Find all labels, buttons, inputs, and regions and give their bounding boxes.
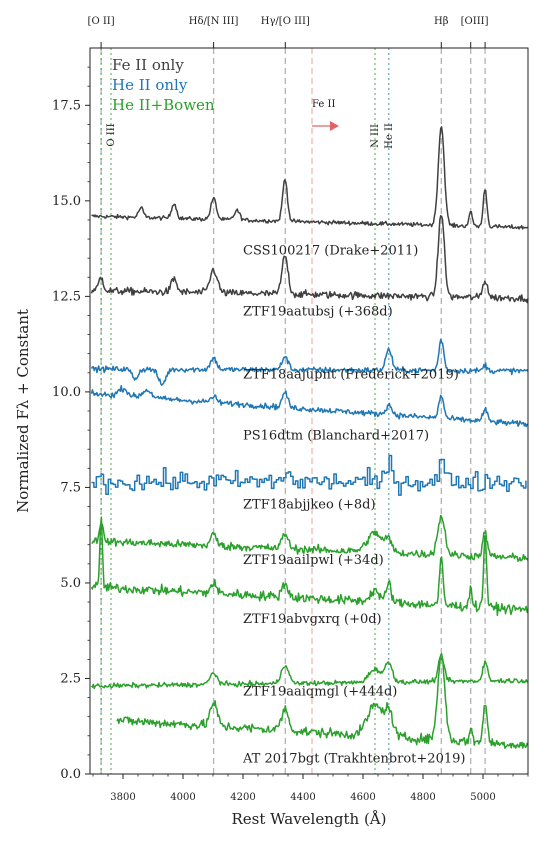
top-line-label: Hβ xyxy=(434,16,449,27)
top-line-label: Hδ/[N III] xyxy=(189,16,239,27)
legend-entry: He II+Bowen xyxy=(112,96,215,114)
y-tick-label: 12.5 xyxy=(52,289,81,304)
emission-line-markers xyxy=(100,48,486,774)
spectrum-line xyxy=(91,454,527,496)
spectrum-label: CSS100217 (Drake+2011) xyxy=(243,243,418,258)
top-line-label: [OIII] xyxy=(461,16,489,27)
spectrum-label: ZTF19aatubsj (+368d) xyxy=(243,304,393,319)
chart-axes: 0.0 2.5 5.0 7.5 10.0 12.5 15.0 17.5 3800 4000 4200… xyxy=(52,16,529,803)
top-line-label: [O II] xyxy=(88,16,115,27)
spectrum-label: ZTF19aaiqmgl (+444d) xyxy=(243,685,397,700)
y-axis-label: Normalized Fλ + Constant xyxy=(14,309,32,513)
spectrum-label: ZTF18abjjkeo (+8d) xyxy=(243,497,376,512)
line-annotations: O III N III He II Fe II xyxy=(106,99,395,149)
legend-entry: Fe II only xyxy=(112,56,184,74)
fe-ii-arrow-head xyxy=(330,121,339,131)
legend-entry: He II only xyxy=(112,76,188,94)
x-tick-label: 4200 xyxy=(230,792,255,803)
spectrum-label: PS16dtm (Blanchard+2017) xyxy=(243,429,429,444)
x-tick-label: 4400 xyxy=(290,792,315,803)
x-tick-label: 4000 xyxy=(170,792,195,803)
top-line-label: Hγ/[O III] xyxy=(261,16,310,27)
line-annotation: N III xyxy=(370,124,381,148)
x-tick-label: 4600 xyxy=(350,792,375,803)
line-annotation: He II xyxy=(384,123,395,149)
spectra-series xyxy=(90,126,529,749)
y-tick-label: 5.0 xyxy=(60,576,81,591)
y-tick-label: 15.0 xyxy=(52,194,81,209)
spectrum-line xyxy=(91,514,529,563)
spectrum-line xyxy=(90,652,529,690)
x-tick-label: 5000 xyxy=(470,792,495,803)
y-tick-label: 10.0 xyxy=(52,385,81,400)
x-axis-label: Rest Wavelength (Å) xyxy=(231,810,386,828)
spectrum-line xyxy=(90,385,529,428)
spectrum-line xyxy=(90,516,529,617)
spectrum-line xyxy=(90,338,529,386)
x-tick-label: 4800 xyxy=(410,792,435,803)
y-tick-label: 17.5 xyxy=(52,98,81,113)
spectrum-label: AT 2017bgt (Trakhtenbrot+2019) xyxy=(242,752,465,767)
line-annotation: O III xyxy=(106,123,117,146)
y-tick-label: 0.0 xyxy=(60,767,81,782)
spectrum-line xyxy=(91,126,528,230)
spectrum-label: ZTF18aajupnt (Frederick+2019) xyxy=(243,368,459,383)
spectrum-line xyxy=(116,657,529,749)
spectra-labels: CSS100217 (Drake+2011) ZTF19aatubsj (+368… xyxy=(242,243,465,766)
y-tick-label: 2.5 xyxy=(60,671,81,686)
y-tick-label: 7.5 xyxy=(60,480,81,495)
line-annotation: Fe II xyxy=(312,99,335,110)
chart-legend: Fe II only He II only He II+Bowen xyxy=(112,56,215,114)
spectrum-label: ZTF19aailpwl (+34d) xyxy=(243,553,384,568)
x-tick-label: 3800 xyxy=(110,792,135,803)
spectrum-label: ZTF19abvgxrq (+0d) xyxy=(243,612,382,627)
spectrum-line xyxy=(90,215,529,304)
